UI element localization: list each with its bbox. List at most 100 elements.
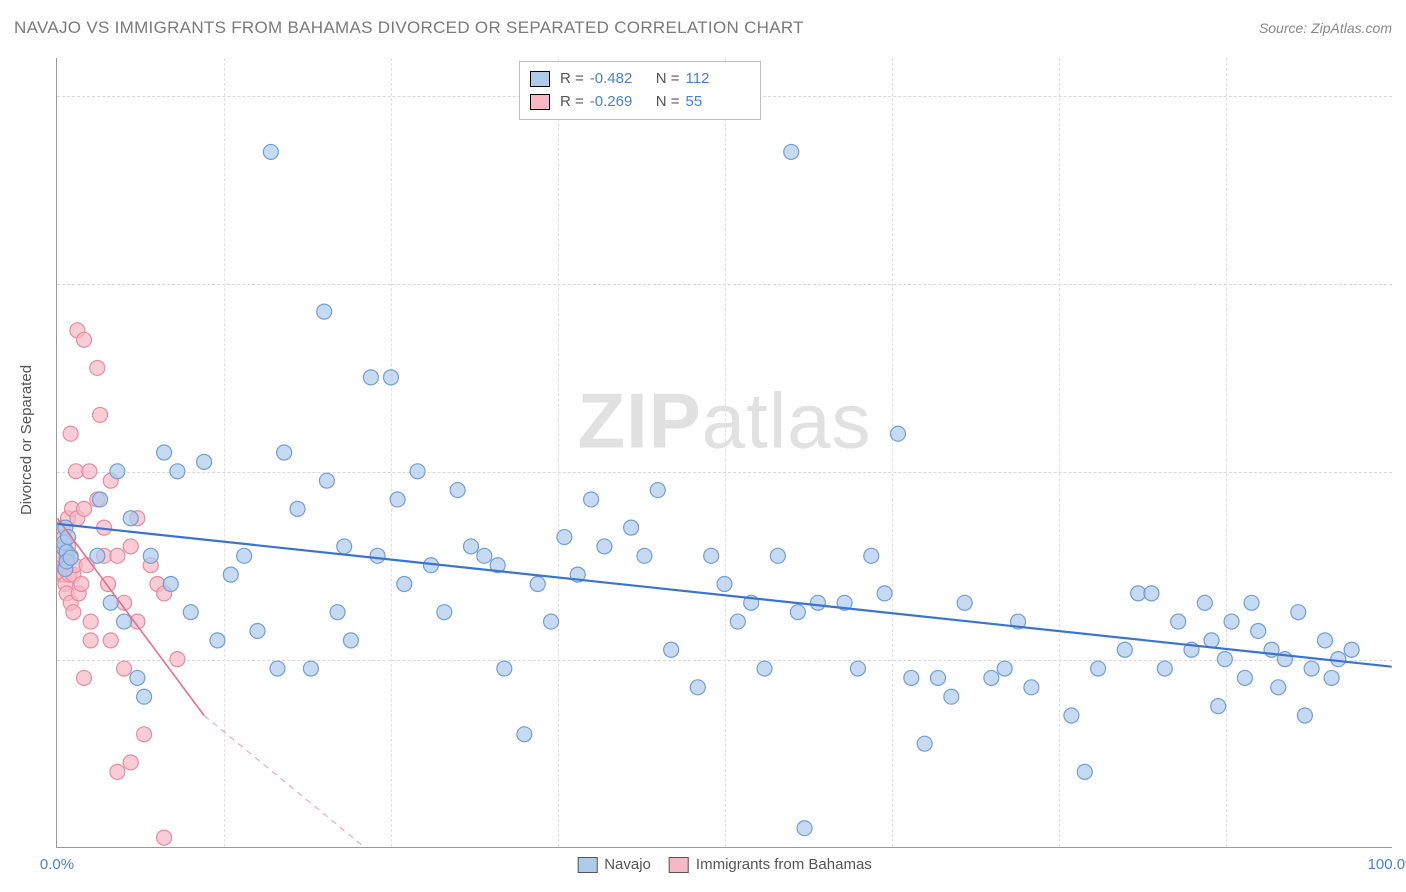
scatter-point — [57, 539, 69, 554]
scatter-point — [390, 492, 405, 507]
scatter-point — [423, 558, 438, 573]
y-axis-label: Divorced or Separated — [18, 365, 35, 515]
scatter-point — [63, 548, 78, 563]
scatter-point — [757, 661, 772, 676]
scatter-point — [397, 577, 412, 592]
scatter-point — [223, 567, 238, 582]
scatter-point — [477, 548, 492, 563]
scatter-point — [1244, 595, 1259, 610]
scatter-point — [784, 144, 799, 159]
scatter-point — [277, 445, 292, 460]
scatter-point — [744, 595, 759, 610]
scatter-point — [57, 567, 69, 582]
chart-title: NAVAJO VS IMMIGRANTS FROM BAHAMAS DIVORC… — [14, 18, 804, 38]
xtick-label: 0.0% — [40, 856, 74, 873]
scatter-point — [143, 558, 158, 573]
scatter-point — [250, 623, 265, 638]
scatter-point — [1304, 661, 1319, 676]
scatter-point — [450, 483, 465, 498]
scatter-point — [59, 545, 74, 560]
scatter-point — [61, 530, 76, 545]
grid-v — [892, 58, 893, 847]
scatter-point — [1317, 633, 1332, 648]
grid-v — [558, 58, 559, 847]
scatter-point — [143, 548, 158, 563]
trend-line — [57, 518, 204, 715]
scatter-point — [597, 539, 612, 554]
scatter-point — [1024, 680, 1039, 695]
scatter-point — [57, 541, 72, 556]
scatter-point — [704, 548, 719, 563]
scatter-point — [517, 727, 532, 742]
scatter-point — [997, 661, 1012, 676]
legend-series-label: Immigrants from Bahamas — [696, 856, 872, 873]
scatter-point — [1264, 642, 1279, 657]
scatter-point — [1091, 661, 1106, 676]
scatter-point — [97, 520, 112, 535]
scatter-point — [59, 554, 74, 569]
scatter-point — [1184, 642, 1199, 657]
scatter-point — [117, 595, 132, 610]
swatch-blue-icon — [577, 857, 597, 873]
legend-stats-row: R = -0.482 N = 112 — [530, 68, 746, 91]
scatter-point — [1237, 670, 1252, 685]
scatter-point — [83, 614, 98, 629]
scatter-point — [93, 492, 108, 507]
scatter-point — [59, 548, 74, 563]
legend-r-label: R = — [560, 68, 584, 91]
scatter-point — [957, 595, 972, 610]
legend-n-value: 112 — [686, 68, 746, 91]
scatter-point — [90, 548, 105, 563]
legend-n-value: 55 — [686, 91, 746, 114]
scatter-point — [61, 539, 76, 554]
scatter-point — [557, 530, 572, 545]
scatter-point — [317, 304, 332, 319]
ytick-label: 30.0% — [1396, 275, 1406, 292]
scatter-point — [690, 680, 705, 695]
scatter-point — [1117, 642, 1132, 657]
scatter-point — [57, 558, 68, 573]
scatter-point — [1011, 614, 1026, 629]
scatter-point — [70, 323, 85, 338]
scatter-point — [1251, 623, 1266, 638]
scatter-point — [77, 501, 92, 516]
scatter-point — [1344, 642, 1359, 657]
scatter-point — [790, 605, 805, 620]
scatter-point — [66, 567, 81, 582]
scatter-point — [463, 539, 478, 554]
scatter-point — [263, 144, 278, 159]
watermark-bold: ZIP — [577, 376, 701, 464]
trend-line — [204, 716, 364, 848]
scatter-point — [58, 561, 73, 576]
legend-n-label: N = — [656, 91, 680, 114]
scatter-point — [984, 670, 999, 685]
scatter-point — [497, 661, 512, 676]
swatch-pink-icon — [669, 857, 689, 873]
legend-stats-row: R = -0.269 N = 55 — [530, 91, 746, 114]
scatter-point — [363, 370, 378, 385]
scatter-point — [624, 520, 639, 535]
scatter-point — [319, 473, 334, 488]
legend-n-label: N = — [656, 68, 680, 91]
scatter-point — [664, 642, 679, 657]
scatter-point — [1197, 595, 1212, 610]
scatter-point — [63, 595, 78, 610]
legend-item: Navajo — [577, 856, 651, 873]
scatter-point — [57, 520, 70, 535]
scatter-point — [904, 670, 919, 685]
scatter-point — [66, 605, 81, 620]
scatter-point — [1157, 661, 1172, 676]
scatter-point — [570, 567, 585, 582]
scatter-point — [103, 633, 118, 648]
scatter-point — [57, 530, 72, 545]
scatter-point — [117, 661, 132, 676]
scatter-point — [290, 501, 305, 516]
scatter-point — [343, 633, 358, 648]
scatter-point — [110, 764, 125, 779]
scatter-point — [63, 550, 78, 565]
scatter-point — [163, 577, 178, 592]
scatter-point — [150, 577, 165, 592]
scatter-point — [67, 558, 82, 573]
scatter-point — [850, 661, 865, 676]
scatter-point — [930, 670, 945, 685]
